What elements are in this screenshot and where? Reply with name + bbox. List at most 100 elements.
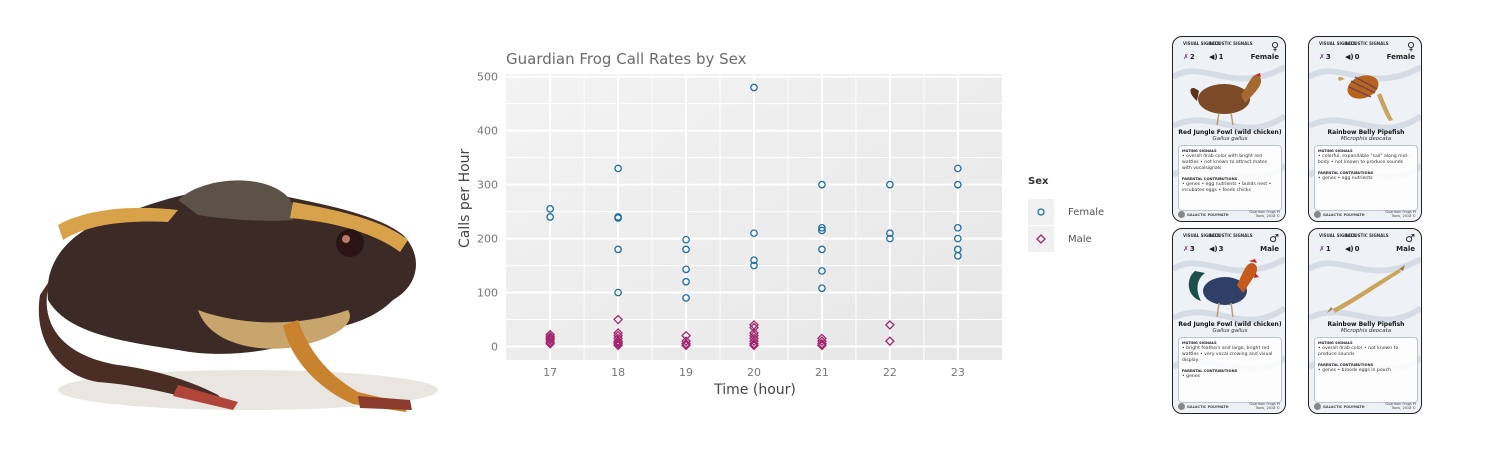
parental-contributions-text: • genes • broods eggs in pouch [1318,368,1392,373]
frog-hind-leg [38,280,229,405]
mating-signals-text: • bright feathers and large, bright red … [1182,346,1273,363]
grid-lines [506,74,1002,360]
frog-front-foot [358,396,412,410]
x-tick-label: 18 [611,366,625,379]
legend-label-female: Female [1068,206,1105,218]
card-common-name: Red Jungle Fowl (wild chicken) [1178,321,1282,328]
frog-back-bumps [178,180,295,221]
data-point-female [546,205,555,213]
data-point-female [886,180,894,189]
data-point-female [818,223,826,232]
visual-signals-label: VISUAL SIGNALS [1319,233,1357,238]
data-point-male [749,333,759,344]
data-point-female [953,223,962,232]
visual-signals-value: ✗3 [1319,53,1331,61]
x-tick-label: 23 [951,366,965,379]
galactic-polymath-logo-icon [1178,403,1185,410]
data-point-female [750,83,758,92]
footer-note: Guardian Frogs PI Tools, 2018 © [1249,210,1280,218]
x-tick-label: 17 [543,366,557,379]
species-card-jungle-fowl-female: VISUAL SIGNALS ACOUSTIC SIGNALS ✗2 ◀)1 ♀… [1172,36,1286,222]
data-point-female [818,226,826,235]
mating-signals-text: • overall drab color • not known to prod… [1318,346,1399,357]
parental-contributions-heading: PARENTAL CONTRIBUTIONS [1318,171,1374,175]
female-symbol-icon: ♀ [1406,40,1415,53]
male-symbol-icon: ♂ [1269,232,1279,245]
data-point-male [817,333,827,344]
footer-brand: GALACTIC POLYMATH [1323,213,1365,217]
speaker-icon: ◀) [1209,245,1218,253]
visual-signal-icon: ✗ [1319,53,1325,61]
visual-signal-icon: ✗ [1183,53,1189,61]
visual-signal-icon: ✗ [1183,245,1189,253]
data-point-male [681,338,691,349]
galactic-polymath-logo-icon [1314,403,1321,410]
data-point-male [545,338,556,349]
card-common-name: Red Jungle Fowl (wild chicken) [1178,129,1282,136]
y-tick-label: 200 [477,233,498,246]
mating-signals-text: • overall drab color with bright red wat… [1182,154,1268,171]
card-scientific-name: Gallus gallus [1212,136,1248,142]
mating-signals-heading: MATING SIGNALS [1318,149,1353,153]
data-point-female [953,234,962,243]
parental-contributions-heading: PARENTAL CONTRIBUTIONS [1182,369,1238,373]
speaker-icon: ◀) [1345,245,1354,253]
x-tick-labels: 17 18 19 20 21 22 23 [543,366,965,379]
card-header: VISUAL SIGNALS ACOUSTIC SIGNALS ✗3 ◀)3 ♂… [1183,232,1279,256]
hen-illustration [1190,73,1262,126]
data-point-male [817,338,827,349]
frog-eye-highlight [342,235,350,243]
y-tick-label: 300 [477,179,498,192]
data-point-male [681,336,691,347]
data-point-male [613,338,624,349]
data-point-male [613,336,624,347]
card-common-name: Rainbow Belly Pipefish [1327,321,1405,328]
card-common-name: Rainbow Belly Pipefish [1327,129,1405,136]
parental-contributions-text: • genes • egg nutrients [1318,176,1373,181]
y-tick-label: 500 [477,71,498,84]
data-point-female [953,164,962,173]
card-sex: Male [1260,245,1279,253]
data-point-male [545,333,556,344]
mating-signals-text: • colorful, expandable "sail" along mid-… [1318,154,1409,165]
data-point-male [749,340,759,351]
acoustic-signals-value: ◀)3 [1209,245,1224,253]
frog-hind-foot [173,385,238,410]
x-tick-label: 22 [883,366,897,379]
card-header: VISUAL SIGNALS ACOUSTIC SIGNALS ✗2 ◀)1 ♀… [1183,40,1279,64]
acoustic-signals-value: ◀)1 [1209,53,1224,61]
legend-key-female [1028,199,1054,225]
rooster-illustration [1188,259,1259,318]
y-tick-label: 100 [477,287,498,300]
galactic-polymath-logo-icon [1314,211,1321,218]
data-point-male [884,320,895,330]
data-point-male [613,337,624,348]
data-point-female [750,261,758,270]
data-point-female [818,267,826,275]
data-point-female [682,277,690,286]
legend-title: Sex [1028,176,1049,187]
card-sex: Female [1250,53,1279,61]
data-point-female [818,284,826,293]
visual-signals-label: VISUAL SIGNALS [1183,41,1221,46]
x-tick-label: 21 [815,366,829,379]
acoustic-signals-label: ACOUSTIC SIGNALS [1345,233,1389,238]
frog-body [47,189,416,354]
parental-contributions-text: • genes • egg nutrients • builds nest • … [1182,182,1272,193]
data-point-female [682,265,690,274]
data-points [545,83,962,351]
acoustic-signals-value: ◀)0 [1345,53,1360,61]
frog-photo [38,180,438,412]
visual-signals-value: ✗3 [1183,245,1195,253]
frog-head-stripe [290,202,408,252]
galactic-polymath-logo-icon [1178,211,1185,218]
legend: Sex Female Male [1028,176,1148,253]
parental-contributions-text: • genes [1182,374,1201,379]
data-point-male [545,335,556,345]
data-point-female [886,234,894,243]
frog-belly [198,310,350,349]
species-card-jungle-fowl-male: VISUAL SIGNALS ACOUSTIC SIGNALS ✗3 ◀)3 ♂… [1172,228,1286,414]
data-point-male [545,331,556,342]
data-point-male [613,340,624,351]
footer-note: Guardian Frogs PI Tools, 2018 © [1249,402,1280,410]
